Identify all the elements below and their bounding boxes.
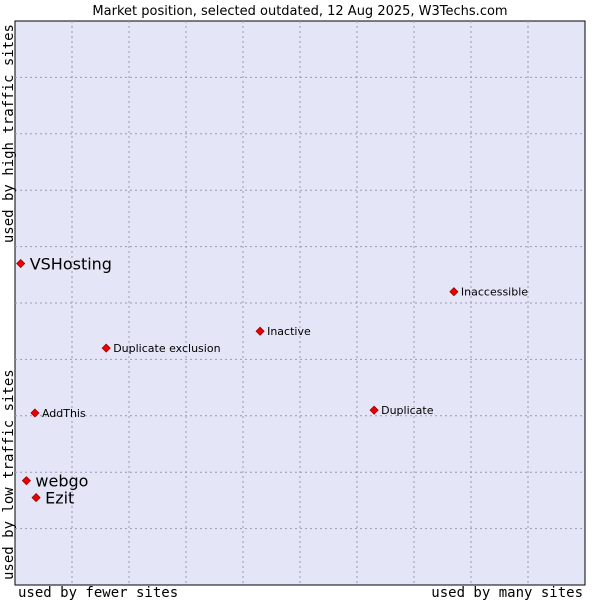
data-point-label: Ezit — [45, 489, 74, 508]
data-point-marker — [16, 258, 26, 269]
data-point-label: webgo — [35, 472, 88, 491]
data-points: VSHosting Inaccessible Inactive Duplicate e… — [16, 255, 528, 508]
chart-title: Market position, selected outdated, 12 A… — [92, 4, 507, 19]
data-point-marker — [101, 343, 111, 353]
data-point-label: AddThis — [42, 407, 86, 420]
data-point-label: Duplicate exclusion — [113, 342, 220, 355]
y-axis-label-bottom: used by low traffic sites — [1, 369, 17, 580]
data-point-label: Inaccessible — [461, 286, 528, 299]
x-axis-label-right: used by many sites — [431, 585, 583, 600]
data-point-marker — [21, 476, 31, 486]
data-point-label: Duplicate — [381, 404, 434, 417]
y-axis-label-top: used by high traffic sites — [1, 24, 17, 243]
grid — [15, 21, 585, 585]
x-axis-label-left: used by fewer sites — [18, 585, 178, 600]
data-point-marker — [30, 408, 40, 418]
data-point-marker — [369, 405, 379, 415]
data-point-label: Inactive — [267, 325, 311, 338]
data-point-marker — [31, 493, 41, 503]
data-point-marker — [449, 287, 459, 297]
data-point-marker — [255, 326, 265, 336]
data-point-label: VSHosting — [30, 255, 112, 274]
